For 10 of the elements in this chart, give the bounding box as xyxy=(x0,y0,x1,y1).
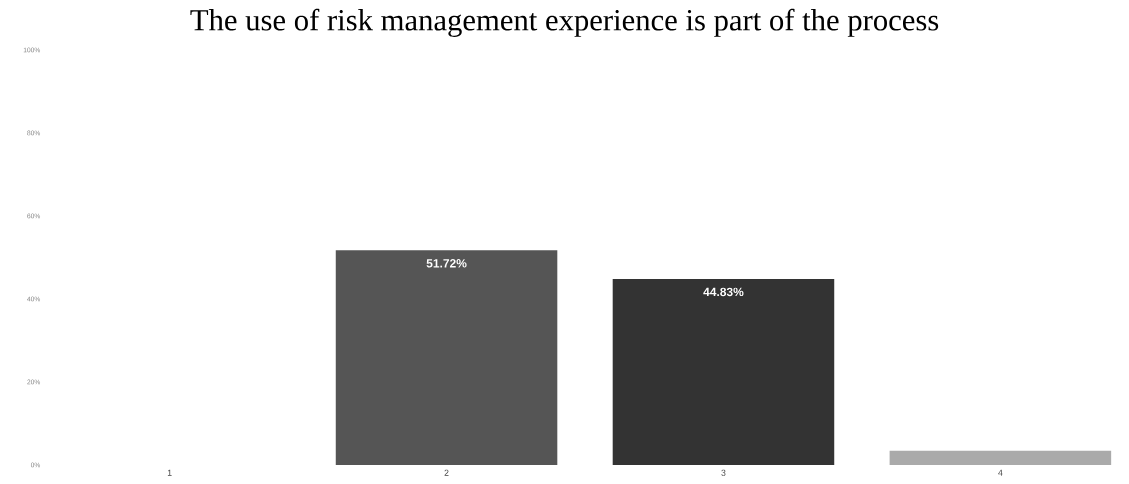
data-label: 51.72% xyxy=(426,259,467,268)
chart-title: The use of risk management experience is part of the process xyxy=(190,8,939,37)
bar xyxy=(612,278,835,465)
x-tick-label: 2 xyxy=(444,469,449,476)
data-label: 44.83% xyxy=(703,287,744,297)
x-tick-label: 3 xyxy=(721,469,726,476)
bar xyxy=(889,450,1112,465)
x-tick-label: 1 xyxy=(167,469,172,476)
x-tick-label: 4 xyxy=(998,469,1003,476)
bar xyxy=(335,250,558,465)
